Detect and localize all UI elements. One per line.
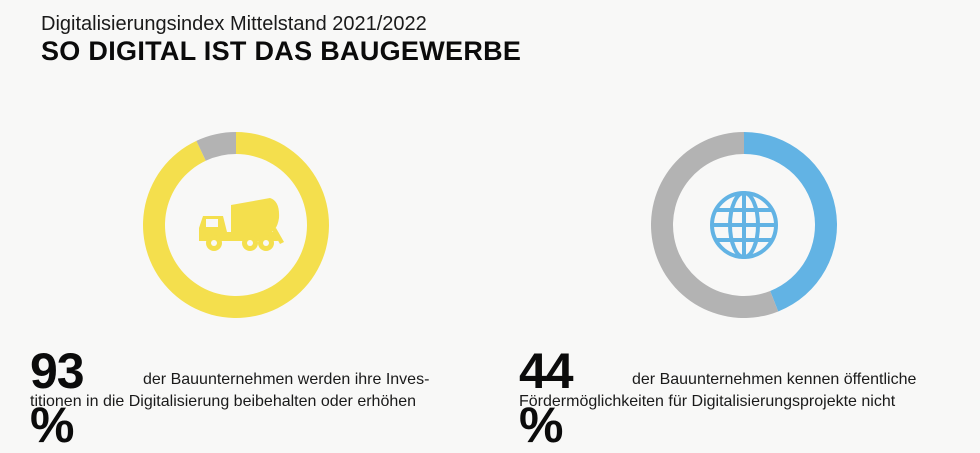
donut-segments: [651, 132, 837, 318]
donut-segments: [143, 132, 329, 318]
stat-caption-line2: titionen in die Digitalisierung beibehal…: [30, 393, 417, 410]
cement-mixer-truck-icon: [199, 198, 284, 251]
stat-caption-line1: der Bauunternehmen kennen öffentliche: [632, 371, 917, 388]
header: Digitalisierungsindex Mittelstand 2021/2…: [41, 12, 521, 66]
donut-slice-remainder: [651, 132, 779, 318]
donut-slice-remainder: [196, 132, 236, 161]
donut-slice-value: [744, 132, 837, 312]
stat-caption-line2: Fördermöglichkeiten für Digitalisierungs…: [519, 393, 896, 410]
stat-caption-line1: der Bauunternehmen werden ihre Inves-: [143, 371, 430, 388]
donut-chart-investments: [143, 132, 329, 318]
donut-chart-funding: [651, 132, 837, 318]
chart-subtitle: Digitalisierungsindex Mittelstand 2021/2…: [41, 13, 427, 35]
globe-icon: [710, 191, 778, 259]
chart-title: SO DIGITAL IST DAS BAUGEWERBE: [41, 36, 522, 66]
